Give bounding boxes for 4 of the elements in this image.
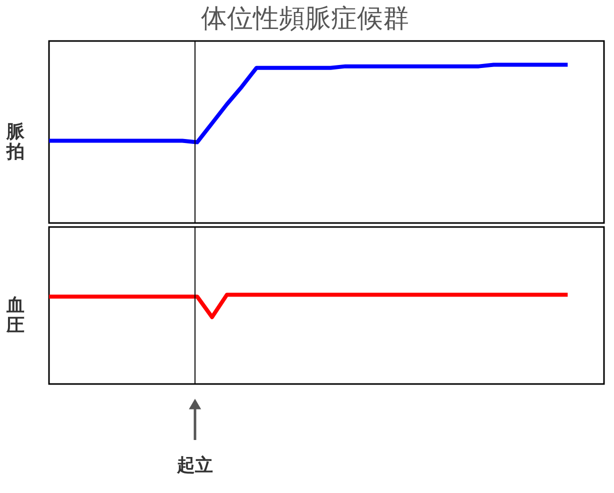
text: 起立	[176, 455, 213, 476]
y-axis-title: 脈拍	[6, 122, 26, 162]
chart-title: 体位性頻脈症候群	[201, 4, 409, 34]
y-axis-title: 血圧	[6, 295, 24, 336]
